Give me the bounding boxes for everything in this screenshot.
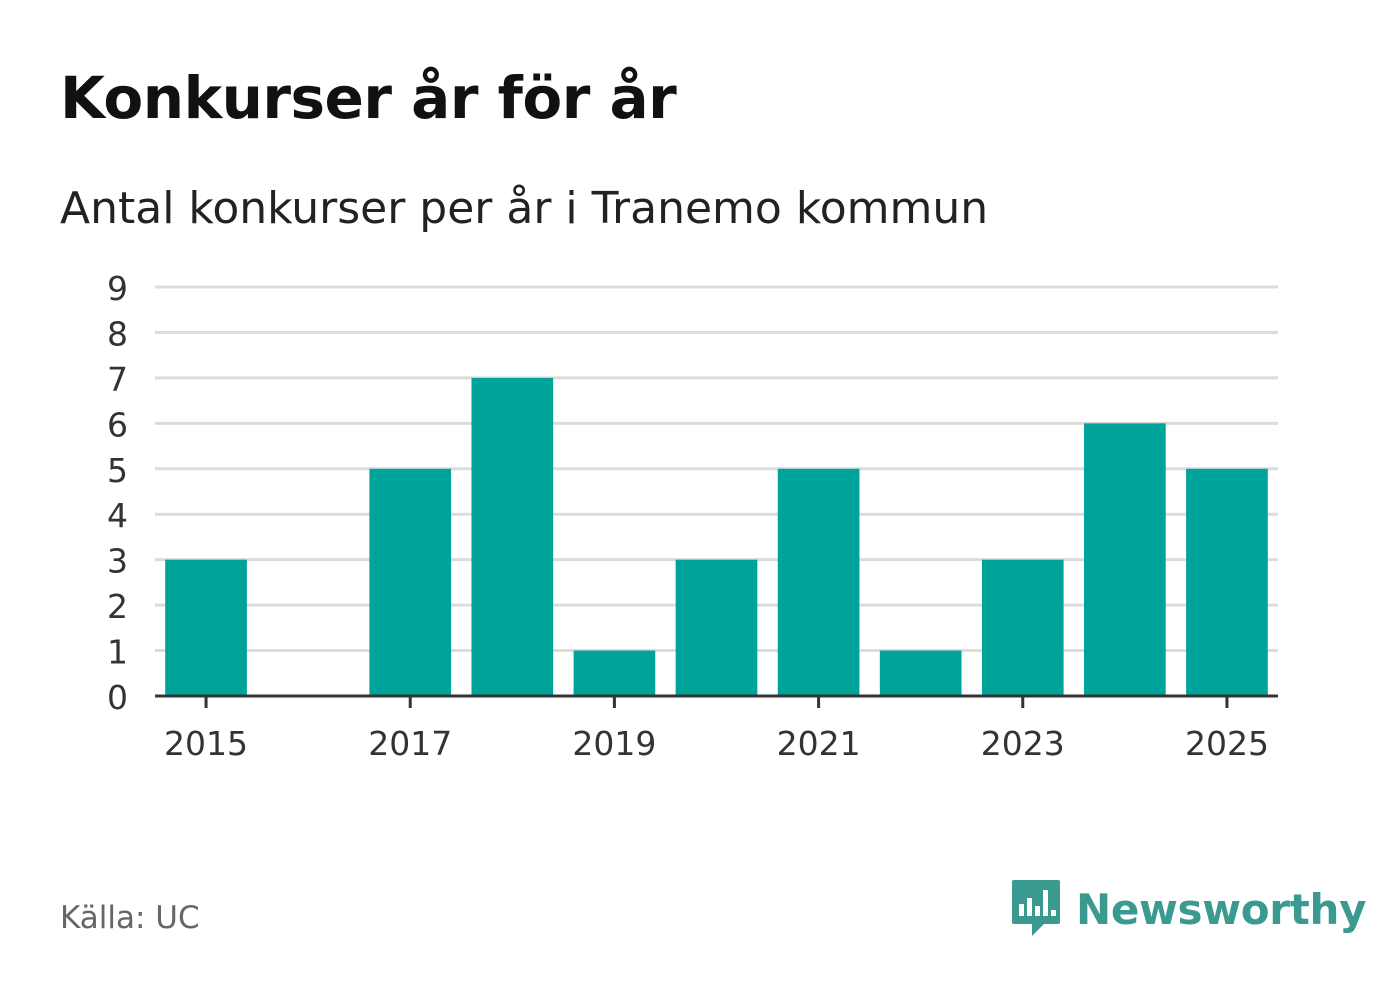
y-tick-label: 5	[107, 451, 128, 490]
x-tick-label: 2015	[164, 724, 248, 763]
y-tick-label: 0	[107, 678, 128, 717]
x-axis-labels: 2015 2017 2019 2021 2023 2025	[164, 724, 1269, 763]
x-tick-label: 2019	[572, 724, 656, 763]
x-tick-label: 2017	[368, 724, 452, 763]
bar-2020	[675, 559, 758, 696]
bar-2025	[1186, 468, 1268, 696]
y-tick-label: 3	[107, 542, 128, 581]
x-tick-label: 2023	[981, 724, 1065, 763]
chart-subtitle: Antal konkurser per år i Tranemo kommun	[60, 183, 989, 234]
y-tick-label: 4	[107, 496, 128, 535]
x-axis	[155, 694, 1278, 708]
source-note: Källa: UC	[60, 900, 200, 936]
y-tick-label: 1	[107, 633, 128, 672]
y-tick-label: 2	[107, 587, 128, 626]
brand-name: Newsworthy	[1076, 884, 1367, 934]
chart-title: Konkurser år för år	[60, 64, 677, 132]
y-tick-label: 7	[107, 360, 128, 399]
bar-2021	[777, 468, 860, 696]
y-tick-label: 6	[107, 405, 128, 444]
newsworthy-logo: Newsworthy	[1010, 878, 1366, 940]
y-tick-label: 9	[107, 269, 128, 308]
bar-2017	[369, 468, 452, 696]
y-tick-label: 8	[107, 314, 128, 353]
bars	[165, 377, 1268, 696]
y-axis-labels: 0 1 2 3 4 5 6 7 8 9	[107, 269, 128, 717]
bar-2015	[165, 559, 247, 696]
x-tick-label: 2021	[777, 724, 861, 763]
bar-2018	[471, 377, 554, 696]
x-tick-label: 2025	[1185, 724, 1269, 763]
bar-2022	[879, 650, 962, 696]
bar-2019	[573, 650, 656, 696]
bar-2023	[981, 559, 1064, 696]
bar-chart: 0 1 2 3 4 5 6 7 8 9 2015 2017 2019 2021 2023 2025	[107, 269, 1278, 763]
bar-2024	[1084, 423, 1166, 696]
bar-chart-speech-bubble-icon	[1012, 880, 1060, 936]
